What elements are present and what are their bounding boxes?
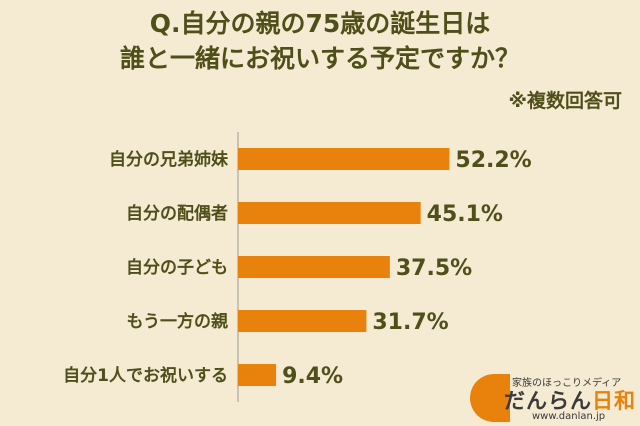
logo-name-main: だんらん [504, 389, 592, 413]
logo-mark [470, 374, 510, 422]
logo-tagline: 家族のほっこりメディア [512, 378, 622, 389]
category-label: もう一方の親 [127, 311, 229, 332]
category-label: 自分の子ども [126, 257, 228, 278]
bar [238, 148, 450, 170]
value-label: 45.1% [427, 202, 503, 227]
value-label: 9.4% [282, 364, 343, 389]
chart-title: Q.自分の親の75歳の誕生日は 誰と一緒にお祝いする予定ですか？ [0, 6, 640, 76]
bar [238, 256, 390, 278]
value-label: 31.7% [372, 310, 448, 335]
multiple-answer-note: ※複数回答可 [508, 90, 622, 112]
chart-title-line1: Q.自分の親の75歳の誕生日は [149, 9, 491, 38]
value-label: 37.5% [396, 256, 472, 281]
category-label: 自分の配偶者 [126, 203, 228, 224]
logo-url: www.danlan.jp [532, 411, 606, 422]
category-label: 自分の兄弟姉妹 [109, 149, 229, 170]
bar [238, 364, 277, 386]
logo-name: だんらん日和 [504, 385, 636, 415]
category-label: 自分1人でお祝いする [63, 365, 228, 386]
bar [238, 310, 367, 332]
chart-title-line2: 誰と一緒にお祝いする予定ですか？ [119, 44, 520, 73]
danlan-logo: 家族のほっこりメディア だんらん日和 www.danlan.jp [470, 370, 635, 424]
bar [238, 202, 421, 224]
logo-name-accent: 日和 [592, 389, 636, 413]
value-label: 52.2% [455, 148, 531, 173]
